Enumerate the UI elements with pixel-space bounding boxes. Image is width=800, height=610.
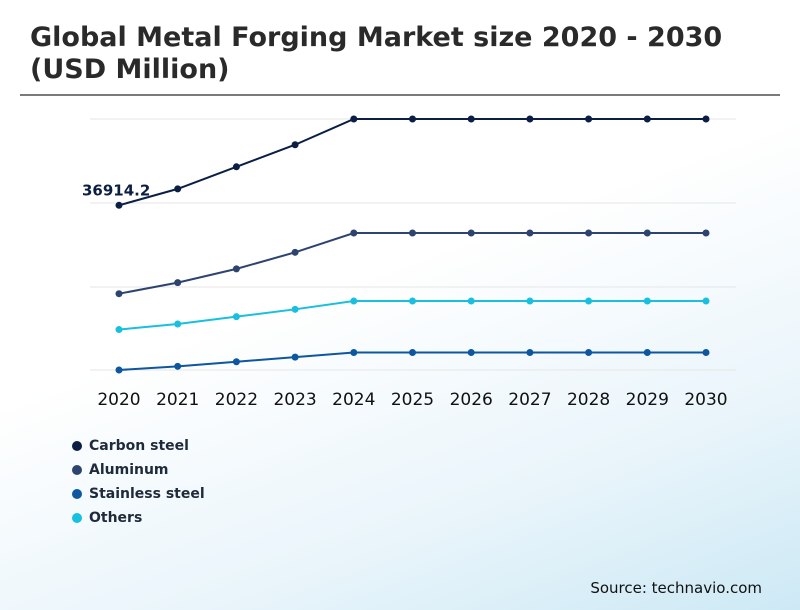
data-point xyxy=(232,163,240,171)
x-tick-label: 2024 xyxy=(332,390,375,410)
x-tick-label: 2021 xyxy=(156,390,199,410)
data-point xyxy=(174,320,182,328)
legend-marker-stainless-steel xyxy=(72,489,82,499)
legend-item-others: Others xyxy=(72,506,205,530)
data-point xyxy=(409,229,416,237)
legend-item-stainless-steel: Stainless steel xyxy=(72,482,205,506)
data-point xyxy=(174,362,182,370)
legend-marker-carbon-steel xyxy=(72,441,82,451)
data-point xyxy=(174,185,182,193)
data-point xyxy=(585,349,593,357)
legend-item-carbon-steel: Carbon steel xyxy=(72,434,205,458)
data-point xyxy=(467,297,475,305)
x-tick-label: 2025 xyxy=(391,390,434,410)
data-point xyxy=(409,349,416,357)
legend-label: Others xyxy=(89,510,143,526)
x-tick-label: 2022 xyxy=(215,390,258,410)
data-point xyxy=(232,313,240,321)
data-point xyxy=(174,279,182,287)
data-point xyxy=(526,229,534,237)
legend-item-aluminum: Aluminum xyxy=(72,458,205,482)
data-point xyxy=(643,115,651,123)
x-tick-label: 2030 xyxy=(684,390,727,410)
data-point xyxy=(350,115,358,123)
legend-label: Carbon steel xyxy=(89,438,189,454)
data-point xyxy=(291,305,299,313)
data-point xyxy=(291,141,299,149)
data-point xyxy=(115,290,123,298)
data-point xyxy=(291,353,299,361)
data-point xyxy=(702,349,710,357)
title-divider xyxy=(20,94,780,96)
data-point xyxy=(409,115,416,123)
data-point xyxy=(115,326,123,334)
legend: Carbon steel Aluminum Stainless steel Ot… xyxy=(72,434,205,530)
data-point xyxy=(702,297,710,305)
data-point xyxy=(409,297,416,305)
x-tick-label: 2026 xyxy=(450,390,493,410)
x-tick-label: 2023 xyxy=(273,390,316,410)
data-point xyxy=(115,366,123,374)
data-point xyxy=(350,229,358,237)
legend-label: Aluminum xyxy=(89,462,169,478)
data-point xyxy=(702,115,710,123)
data-point xyxy=(467,349,475,357)
data-point xyxy=(585,229,593,237)
series-line-aluminum xyxy=(118,232,706,295)
data-point xyxy=(585,297,593,305)
data-point xyxy=(643,229,651,237)
data-point xyxy=(526,297,534,305)
data-point xyxy=(232,358,240,366)
legend-marker-aluminum xyxy=(72,465,82,475)
series-line-others xyxy=(118,300,706,331)
data-point xyxy=(702,229,710,237)
chart-title: Global Metal Forging Market size 2020 - … xyxy=(30,22,723,85)
series-line-carbon-steel xyxy=(118,118,706,207)
data-point xyxy=(585,115,593,123)
data-point xyxy=(467,115,475,123)
data-point xyxy=(291,248,299,256)
data-point xyxy=(232,265,240,273)
x-tick-label: 2029 xyxy=(626,390,669,410)
data-point xyxy=(467,229,475,237)
data-label: 36914.2 xyxy=(82,181,150,199)
x-tick-label: 2020 xyxy=(97,390,140,410)
line-chart: 2020 2021 2022 2023 2024 2025 2026 2027 2028 2029… xyxy=(82,115,736,410)
x-tick-label: 2028 xyxy=(567,390,610,410)
legend-label: Stainless steel xyxy=(89,486,205,502)
data-point xyxy=(526,115,534,123)
data-point xyxy=(643,349,651,357)
data-point xyxy=(526,349,534,357)
data-point xyxy=(115,201,123,209)
data-point xyxy=(350,297,358,305)
x-tick-label: 2027 xyxy=(508,390,551,410)
data-point xyxy=(350,349,358,357)
legend-marker-others xyxy=(72,513,82,523)
data-point xyxy=(643,297,651,305)
source-credit: Source: technavio.com xyxy=(590,579,762,597)
